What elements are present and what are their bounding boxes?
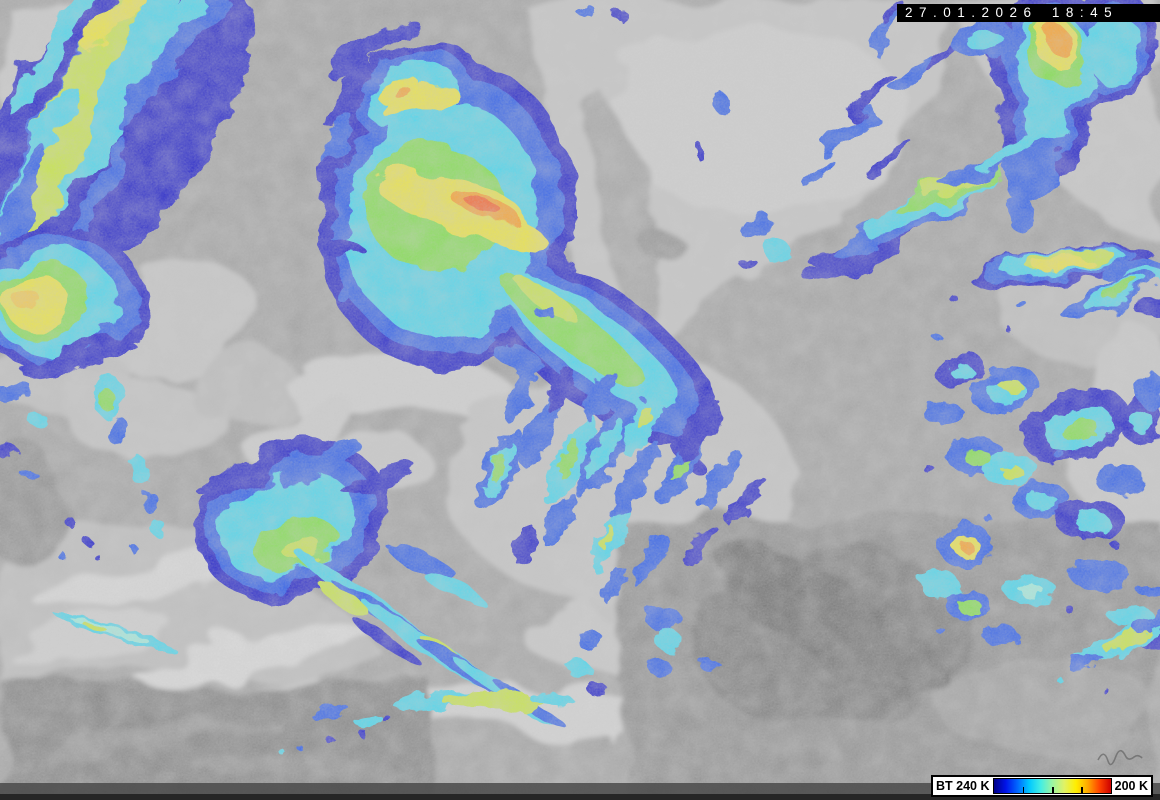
colorbar-label-left: BT 240 K bbox=[936, 779, 990, 793]
colorbar-label-right: 200 K bbox=[1114, 779, 1148, 793]
colorbar-legend: BT 240 K 200 K bbox=[931, 775, 1153, 797]
colorbar-tick bbox=[1081, 787, 1083, 793]
colorbar-tick bbox=[1022, 787, 1025, 793]
colorbar-tick bbox=[1052, 787, 1054, 793]
illegible-scribble-mark bbox=[1097, 749, 1143, 766]
timestamp-overlay: 27.01.2026 18:45 bbox=[897, 4, 1160, 22]
colorbar-gradient bbox=[992, 778, 1112, 794]
bottom-edge-line bbox=[0, 794, 1160, 800]
